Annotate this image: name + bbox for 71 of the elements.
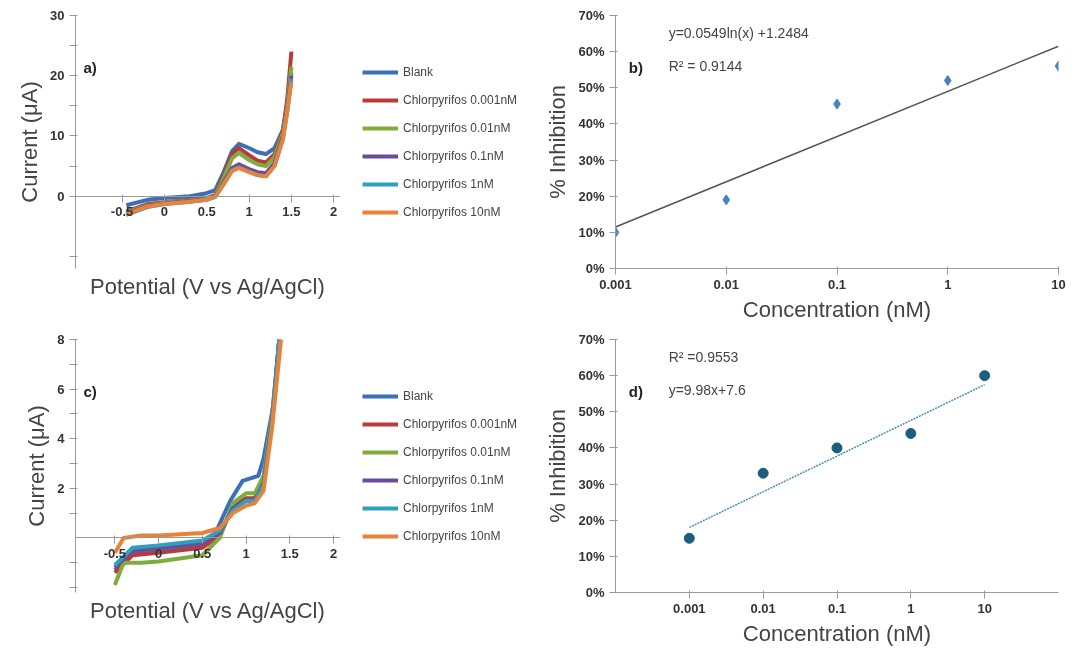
annotation: R² = 0.9144 (668, 57, 743, 74)
legend-label: Chlorpyrifos 1nM (403, 176, 494, 191)
x-tick-label: 10 (977, 600, 992, 616)
legend-label: Chlorpyrifos 0.001nM (403, 416, 518, 431)
y-tick-label: 60% (578, 44, 605, 60)
y-tick-label: 50% (578, 80, 605, 96)
x-axis-title: Concentration (nM) (742, 296, 932, 322)
x-tick-label: 0.1 (827, 276, 847, 292)
x-tick-label: 1 (907, 600, 915, 616)
y-axis-title: Current (μA) (17, 81, 43, 203)
y-tick-label: 30% (578, 476, 605, 492)
y-tick-label: 8 (57, 332, 65, 347)
x-tick-label: 1 (944, 276, 952, 292)
legend-label: Blank (403, 388, 434, 403)
x-tick-label: 0.001 (673, 600, 706, 616)
x-axis-title: Potential (V vs Ag/AgCl) (90, 597, 325, 623)
y-tick-label: 6 (57, 381, 65, 397)
legend-label: Chlorpyrifos 10nM (403, 528, 501, 543)
y-tick-label: 20% (578, 188, 605, 204)
y-tick-label: 70% (578, 332, 605, 347)
annotation: y=9.98x+7.6 (668, 381, 746, 398)
x-tick-label: 2 (330, 204, 338, 220)
y-tick-label: 2 (57, 480, 65, 496)
y-tick-label: 30 (50, 8, 65, 23)
legend-label: Blank (403, 64, 434, 79)
y-tick-label: 10% (578, 548, 605, 564)
y-axis-title: % Inhibition (545, 409, 571, 523)
annotation: R² =0.9553 (668, 348, 739, 365)
x-tick-label: 0.01 (750, 600, 776, 616)
legend-label: Chlorpyrifos 0.1nM (403, 148, 504, 163)
y-tick-label: 20 (50, 68, 65, 84)
x-tick-label: 0.1 (827, 600, 847, 616)
y-tick-label: 10% (578, 224, 605, 240)
y-tick-label: 70% (578, 8, 605, 23)
legend-label: Chlorpyrifos 10nM (403, 204, 501, 219)
y-tick-label: 60% (578, 368, 605, 384)
y-axis-title: % Inhibition (545, 85, 571, 199)
x-axis-title: Concentration (nM) (742, 620, 932, 646)
x-tick-label: 0.5 (193, 545, 212, 561)
y-tick-label: 0% (585, 261, 605, 276)
annotation: c) (83, 383, 97, 401)
y-tick-label: 0% (585, 585, 605, 600)
annotation: y=0.0549ln(x) +1.2484 (668, 24, 809, 41)
y-tick-label: 10 (50, 128, 65, 144)
annotation: d) (628, 383, 643, 401)
y-tick-label: 20% (578, 512, 605, 528)
x-axis-title: Potential (V vs Ag/AgCl) (90, 273, 325, 299)
legend-label: Chlorpyrifos 0.01nM (403, 444, 511, 459)
annotation: a) (83, 59, 97, 77)
y-tick-label: 4 (57, 431, 66, 447)
legend-label: Chlorpyrifos 1nM (403, 500, 494, 515)
x-tick-label: 10 (1051, 276, 1066, 292)
legend-label: Chlorpyrifos 0.1nM (403, 472, 504, 487)
x-tick-label: 0.5 (197, 204, 216, 220)
x-tick-label: 1 (245, 204, 253, 220)
x-tick-label: 0.001 (599, 276, 632, 292)
legend-label: Chlorpyrifos 0.01nM (403, 120, 511, 135)
x-tick-label: 0 (160, 204, 169, 220)
y-tick-label: 50% (578, 404, 605, 420)
y-axis-title: Current (μA) (24, 405, 50, 527)
y-tick-label: 40% (578, 116, 605, 132)
x-tick-label: 0.01 (713, 276, 739, 292)
annotation: b) (628, 59, 643, 77)
x-tick-label: 1.5 (282, 204, 301, 220)
x-tick-label: 2 (329, 545, 338, 561)
y-tick-label: 40% (578, 440, 605, 456)
y-tick-label: 30% (578, 152, 605, 168)
y-tick-label: 0 (57, 188, 65, 204)
x-tick-label: 1.5 (280, 545, 299, 561)
x-tick-label: 1 (242, 545, 250, 561)
legend-label: Chlorpyrifos 0.001nM (403, 92, 518, 107)
